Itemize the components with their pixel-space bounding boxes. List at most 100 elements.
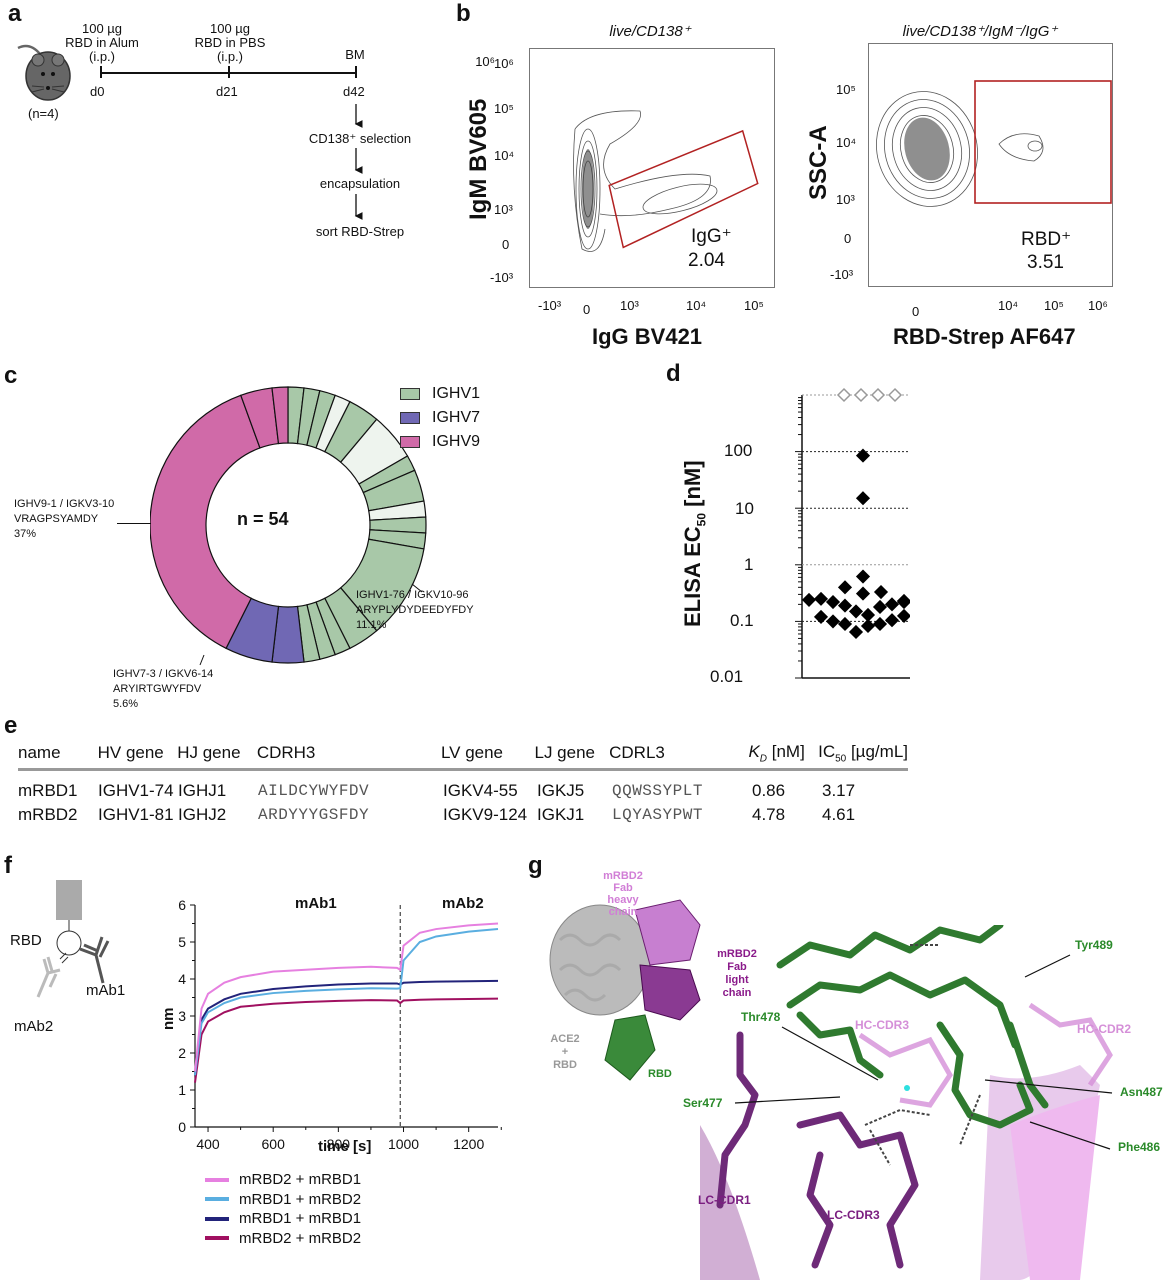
workflow-step: sort RBD-Strep	[315, 224, 405, 239]
workflow-step: CD138⁺ selection	[308, 131, 412, 146]
data-point	[813, 609, 829, 624]
region-label: HC-CDR3	[855, 1018, 909, 1032]
bli-ylabel: nm	[160, 1007, 177, 1031]
region-label: LC-CDR3	[827, 1208, 880, 1222]
structure-detail	[700, 925, 1113, 1280]
y-tick: 1	[744, 555, 754, 574]
data-point	[884, 597, 900, 612]
panel-label-d: d	[666, 360, 681, 387]
phase-label-mab2: mAb2	[442, 895, 484, 912]
col-header: LJ gene	[534, 743, 595, 762]
data-point	[837, 580, 853, 595]
x-tick: 10⁵	[1044, 298, 1064, 313]
y-tick: 0	[502, 237, 510, 252]
x-tick: -10³	[538, 298, 562, 313]
y-tick: 10⁶	[494, 56, 514, 71]
data-point	[855, 448, 871, 463]
donut-annotation-ighv7: IGHV7-3 / IGKV6-14 ARYIRTGWYFDV 5.6%	[113, 668, 214, 710]
elisa-ylabel: ELISA EC50 [nM]	[680, 460, 709, 627]
structure-overview	[549, 899, 701, 1081]
svg-text:600: 600	[262, 1136, 286, 1150]
col-header: CDRL3	[609, 743, 665, 762]
legend-item-ighv7: IGHV7	[400, 406, 480, 430]
mouse-count: (n=4)	[28, 106, 59, 121]
y-tick: 0	[844, 231, 852, 246]
donut-center-count: n = 54	[237, 509, 289, 529]
data-point	[860, 618, 876, 634]
data-point	[896, 608, 910, 623]
bli-series-line	[194, 979, 499, 1076]
donut-annotation-ighv9: IGHV9-1 / IGKV3-10 VRAGPSYAMDY 37%	[14, 498, 115, 540]
data-point	[825, 594, 841, 610]
col-header-ic50: IC50 [µg/mL]	[818, 741, 908, 765]
elisa-scatter-plot	[795, 387, 910, 679]
day-label: d42	[343, 84, 365, 99]
flow-plot2	[868, 43, 1113, 287]
panel-label-f: f	[4, 852, 12, 879]
mouse-icon	[10, 40, 80, 110]
data-point	[855, 586, 871, 601]
data-point	[801, 592, 817, 607]
x-tick: 0	[583, 302, 591, 317]
schematic-label-mab1: mAb1	[86, 982, 126, 999]
label-ace2-rbd: ACE2 + RBD	[550, 1033, 580, 1071]
data-point	[872, 599, 888, 615]
donut-segment	[150, 394, 261, 650]
y-tick: 100	[724, 441, 753, 460]
bli-series-line	[194, 922, 499, 1072]
x-tick: 10⁶	[1088, 298, 1108, 313]
col-header: name	[18, 743, 61, 762]
gate-name: IgG⁺	[691, 226, 732, 247]
legend-item: mRBD2 + mRBD1	[205, 1170, 361, 1190]
data-point	[848, 604, 864, 619]
y-tick: 10³	[494, 202, 513, 217]
data-point	[837, 616, 853, 632]
donut-annotation-ighv1: IGHV1-76 / IGKV10-96 ARYPLYDYDEEDYFDY 11.1…	[356, 589, 474, 631]
flow-plot1-ylabel: IgM BV605	[465, 98, 492, 220]
data-point	[896, 594, 910, 610]
label-rbd: RBD	[648, 1068, 672, 1080]
x-tick: 10⁵	[744, 298, 764, 313]
panel-label-c: c	[4, 362, 18, 389]
data-point	[853, 387, 869, 403]
day-label: d0	[90, 84, 105, 99]
data-point	[872, 616, 888, 632]
y-tick: 10	[735, 499, 754, 518]
svg-text:1000: 1000	[388, 1136, 419, 1150]
data-point	[848, 624, 864, 640]
svg-text:3: 3	[178, 1008, 186, 1024]
table-header: name HV gene HJ gene CDRH3 LV gene LJ ge…	[18, 738, 908, 771]
svg-text:1200: 1200	[453, 1136, 484, 1150]
label-fab-heavy-chain: mRBD2 Fab heavy chain	[603, 870, 643, 918]
timeline-event-bm: BM	[345, 47, 365, 62]
svg-text:800: 800	[327, 1136, 351, 1150]
legend-item-ighv1: IGHV1	[400, 382, 480, 406]
flow-plot2-ylabel: SSC-A	[805, 125, 832, 200]
gate-percentage: 2.04	[688, 250, 725, 271]
legend-item: mRBD1 + mRBD2	[205, 1190, 361, 1210]
antibody-table: name HV gene HJ gene CDRH3 LV gene LJ ge…	[18, 738, 908, 827]
svg-text:0: 0	[178, 1119, 186, 1135]
region-label: LC-CDR1	[698, 1193, 751, 1207]
residue-label: Ser477	[683, 1096, 723, 1110]
svg-text:5: 5	[178, 934, 186, 950]
flow-plot2-title: live/CD138⁺/IgM⁻/IgG⁺	[902, 23, 1058, 40]
y-tick: 0.1	[730, 611, 754, 630]
bli-xlabel: time [s]	[318, 1138, 372, 1155]
residue-label: Phe486	[1118, 1140, 1161, 1154]
data-point	[836, 387, 852, 403]
svg-text:6: 6	[178, 897, 186, 913]
y-tick: 10⁵	[494, 101, 514, 116]
donut-segment	[271, 386, 289, 445]
timeline-event-d21: 100 µg RBD in PBS (i.p.)	[194, 21, 266, 64]
table-row: mRBD1 IGHV1-74 IGHJ1 AILDCYWYFDV IGKV4-5…	[18, 781, 856, 800]
bli-legend: mRBD2 + mRBD1 mRBD1 + mRBD2 mRBD1 + mRBD…	[205, 1170, 361, 1248]
bli-schematic	[36, 880, 110, 998]
data-point	[887, 387, 903, 403]
svg-text:1: 1	[178, 1082, 186, 1098]
region-label: HC-CDR2	[1077, 1022, 1131, 1036]
timeline-event-d0: 100 µg RBD in Alum (i.p.)	[65, 21, 139, 64]
residue-label: Tyr489	[1075, 938, 1113, 952]
data-point	[870, 387, 886, 403]
y-tick: 10⁵	[836, 82, 856, 97]
